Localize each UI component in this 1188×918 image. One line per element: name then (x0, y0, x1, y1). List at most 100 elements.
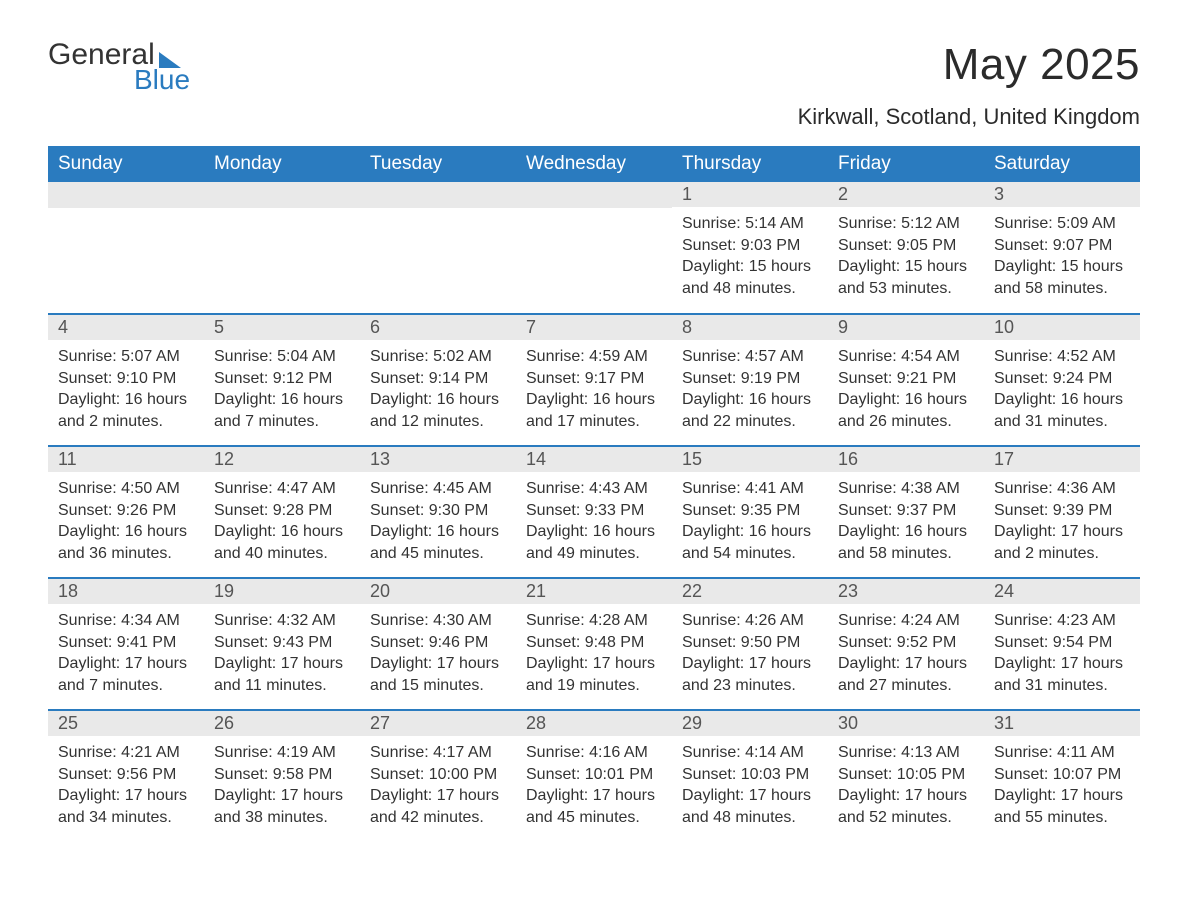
sunset-line: Sunset: 9:03 PM (682, 235, 818, 257)
sunset-line: Sunset: 9:33 PM (526, 500, 662, 522)
day-details: Sunrise: 4:16 AMSunset: 10:01 PMDaylight… (516, 736, 672, 832)
title-month: May 2025 (798, 40, 1140, 90)
sunset-line: Sunset: 9:56 PM (58, 764, 194, 786)
day-details: Sunrise: 4:45 AMSunset: 9:30 PMDaylight:… (360, 472, 516, 568)
day-number: 19 (204, 579, 360, 604)
sunrise-line: Sunrise: 4:13 AM (838, 742, 974, 764)
day-number: 25 (48, 711, 204, 736)
daylight-line: Daylight: 17 hours and 15 minutes. (370, 653, 506, 696)
calendar-day-cell: 30Sunrise: 4:13 AMSunset: 10:05 PMDaylig… (828, 710, 984, 842)
daylight-line: Daylight: 17 hours and 42 minutes. (370, 785, 506, 828)
sunset-line: Sunset: 9:50 PM (682, 632, 818, 654)
sunset-line: Sunset: 9:17 PM (526, 368, 662, 390)
day-details: Sunrise: 4:36 AMSunset: 9:39 PMDaylight:… (984, 472, 1140, 568)
calendar-day-cell: 21Sunrise: 4:28 AMSunset: 9:48 PMDayligh… (516, 578, 672, 710)
daylight-line: Daylight: 17 hours and 34 minutes. (58, 785, 194, 828)
empty-day-bar (360, 182, 516, 208)
calendar-day-cell: 4Sunrise: 5:07 AMSunset: 9:10 PMDaylight… (48, 314, 204, 446)
day-details: Sunrise: 4:34 AMSunset: 9:41 PMDaylight:… (48, 604, 204, 700)
week-header-cell: Wednesday (516, 146, 672, 182)
week-header-cell: Saturday (984, 146, 1140, 182)
sunrise-line: Sunrise: 4:57 AM (682, 346, 818, 368)
sunrise-line: Sunrise: 4:59 AM (526, 346, 662, 368)
day-details: Sunrise: 4:38 AMSunset: 9:37 PMDaylight:… (828, 472, 984, 568)
day-number: 3 (984, 182, 1140, 207)
sunrise-line: Sunrise: 4:50 AM (58, 478, 194, 500)
sunset-line: Sunset: 9:10 PM (58, 368, 194, 390)
sunrise-line: Sunrise: 4:41 AM (682, 478, 818, 500)
sunset-line: Sunset: 10:05 PM (838, 764, 974, 786)
calendar-day-cell: 13Sunrise: 4:45 AMSunset: 9:30 PMDayligh… (360, 446, 516, 578)
sunrise-line: Sunrise: 4:16 AM (526, 742, 662, 764)
day-details: Sunrise: 4:21 AMSunset: 9:56 PMDaylight:… (48, 736, 204, 832)
calendar-day-cell: 6Sunrise: 5:02 AMSunset: 9:14 PMDaylight… (360, 314, 516, 446)
sunset-line: Sunset: 10:03 PM (682, 764, 818, 786)
sunset-line: Sunset: 10:01 PM (526, 764, 662, 786)
calendar-week-row: 11Sunrise: 4:50 AMSunset: 9:26 PMDayligh… (48, 446, 1140, 578)
day-number: 20 (360, 579, 516, 604)
day-details: Sunrise: 4:28 AMSunset: 9:48 PMDaylight:… (516, 604, 672, 700)
day-details: Sunrise: 4:57 AMSunset: 9:19 PMDaylight:… (672, 340, 828, 436)
sunrise-line: Sunrise: 4:19 AM (214, 742, 350, 764)
title-location: Kirkwall, Scotland, United Kingdom (798, 104, 1140, 130)
calendar-day-cell: 3Sunrise: 5:09 AMSunset: 9:07 PMDaylight… (984, 182, 1140, 314)
sunset-line: Sunset: 9:07 PM (994, 235, 1130, 257)
daylight-line: Daylight: 16 hours and 7 minutes. (214, 389, 350, 432)
week-header-row: SundayMondayTuesdayWednesdayThursdayFrid… (48, 146, 1140, 182)
empty-day-bar (48, 182, 204, 208)
day-number: 29 (672, 711, 828, 736)
day-number: 5 (204, 315, 360, 340)
day-number: 27 (360, 711, 516, 736)
calendar-day-cell: 31Sunrise: 4:11 AMSunset: 10:07 PMDaylig… (984, 710, 1140, 842)
sunset-line: Sunset: 9:58 PM (214, 764, 350, 786)
page-header: General Blue May 2025 Kirkwall, Scotland… (48, 40, 1140, 140)
day-number: 16 (828, 447, 984, 472)
sunset-line: Sunset: 9:35 PM (682, 500, 818, 522)
calendar-day-cell: 9Sunrise: 4:54 AMSunset: 9:21 PMDaylight… (828, 314, 984, 446)
daylight-line: Daylight: 17 hours and 23 minutes. (682, 653, 818, 696)
day-number: 23 (828, 579, 984, 604)
day-details: Sunrise: 4:23 AMSunset: 9:54 PMDaylight:… (984, 604, 1140, 700)
day-number: 21 (516, 579, 672, 604)
daylight-line: Daylight: 16 hours and 54 minutes. (682, 521, 818, 564)
sunrise-line: Sunrise: 5:02 AM (370, 346, 506, 368)
daylight-line: Daylight: 15 hours and 48 minutes. (682, 256, 818, 299)
day-number: 30 (828, 711, 984, 736)
sunset-line: Sunset: 9:43 PM (214, 632, 350, 654)
sunrise-line: Sunrise: 4:36 AM (994, 478, 1130, 500)
sunset-line: Sunset: 9:28 PM (214, 500, 350, 522)
day-number: 26 (204, 711, 360, 736)
day-number: 31 (984, 711, 1140, 736)
daylight-line: Daylight: 17 hours and 2 minutes. (994, 521, 1130, 564)
day-number: 17 (984, 447, 1140, 472)
sunset-line: Sunset: 9:48 PM (526, 632, 662, 654)
calendar-day-cell: 24Sunrise: 4:23 AMSunset: 9:54 PMDayligh… (984, 578, 1140, 710)
daylight-line: Daylight: 16 hours and 17 minutes. (526, 389, 662, 432)
logo-text-line2: Blue (134, 66, 190, 94)
daylight-line: Daylight: 16 hours and 40 minutes. (214, 521, 350, 564)
week-header-cell: Tuesday (360, 146, 516, 182)
sunset-line: Sunset: 9:21 PM (838, 368, 974, 390)
sunrise-line: Sunrise: 4:32 AM (214, 610, 350, 632)
day-number: 15 (672, 447, 828, 472)
calendar-day-cell: 23Sunrise: 4:24 AMSunset: 9:52 PMDayligh… (828, 578, 984, 710)
calendar-day-cell: 14Sunrise: 4:43 AMSunset: 9:33 PMDayligh… (516, 446, 672, 578)
title-block: May 2025 Kirkwall, Scotland, United King… (798, 40, 1140, 140)
day-number: 4 (48, 315, 204, 340)
day-details: Sunrise: 4:17 AMSunset: 10:00 PMDaylight… (360, 736, 516, 832)
day-number: 1 (672, 182, 828, 207)
week-header-cell: Monday (204, 146, 360, 182)
daylight-line: Daylight: 16 hours and 45 minutes. (370, 521, 506, 564)
sunset-line: Sunset: 9:26 PM (58, 500, 194, 522)
calendar-week-row: 1Sunrise: 5:14 AMSunset: 9:03 PMDaylight… (48, 182, 1140, 314)
calendar-day-cell: 1Sunrise: 5:14 AMSunset: 9:03 PMDaylight… (672, 182, 828, 314)
empty-day-bar (516, 182, 672, 208)
day-details: Sunrise: 4:14 AMSunset: 10:03 PMDaylight… (672, 736, 828, 832)
day-details: Sunrise: 4:41 AMSunset: 9:35 PMDaylight:… (672, 472, 828, 568)
sunrise-line: Sunrise: 4:14 AM (682, 742, 818, 764)
sunrise-line: Sunrise: 4:52 AM (994, 346, 1130, 368)
calendar-week-row: 4Sunrise: 5:07 AMSunset: 9:10 PMDaylight… (48, 314, 1140, 446)
daylight-line: Daylight: 16 hours and 12 minutes. (370, 389, 506, 432)
sunrise-line: Sunrise: 5:09 AM (994, 213, 1130, 235)
day-details: Sunrise: 4:54 AMSunset: 9:21 PMDaylight:… (828, 340, 984, 436)
